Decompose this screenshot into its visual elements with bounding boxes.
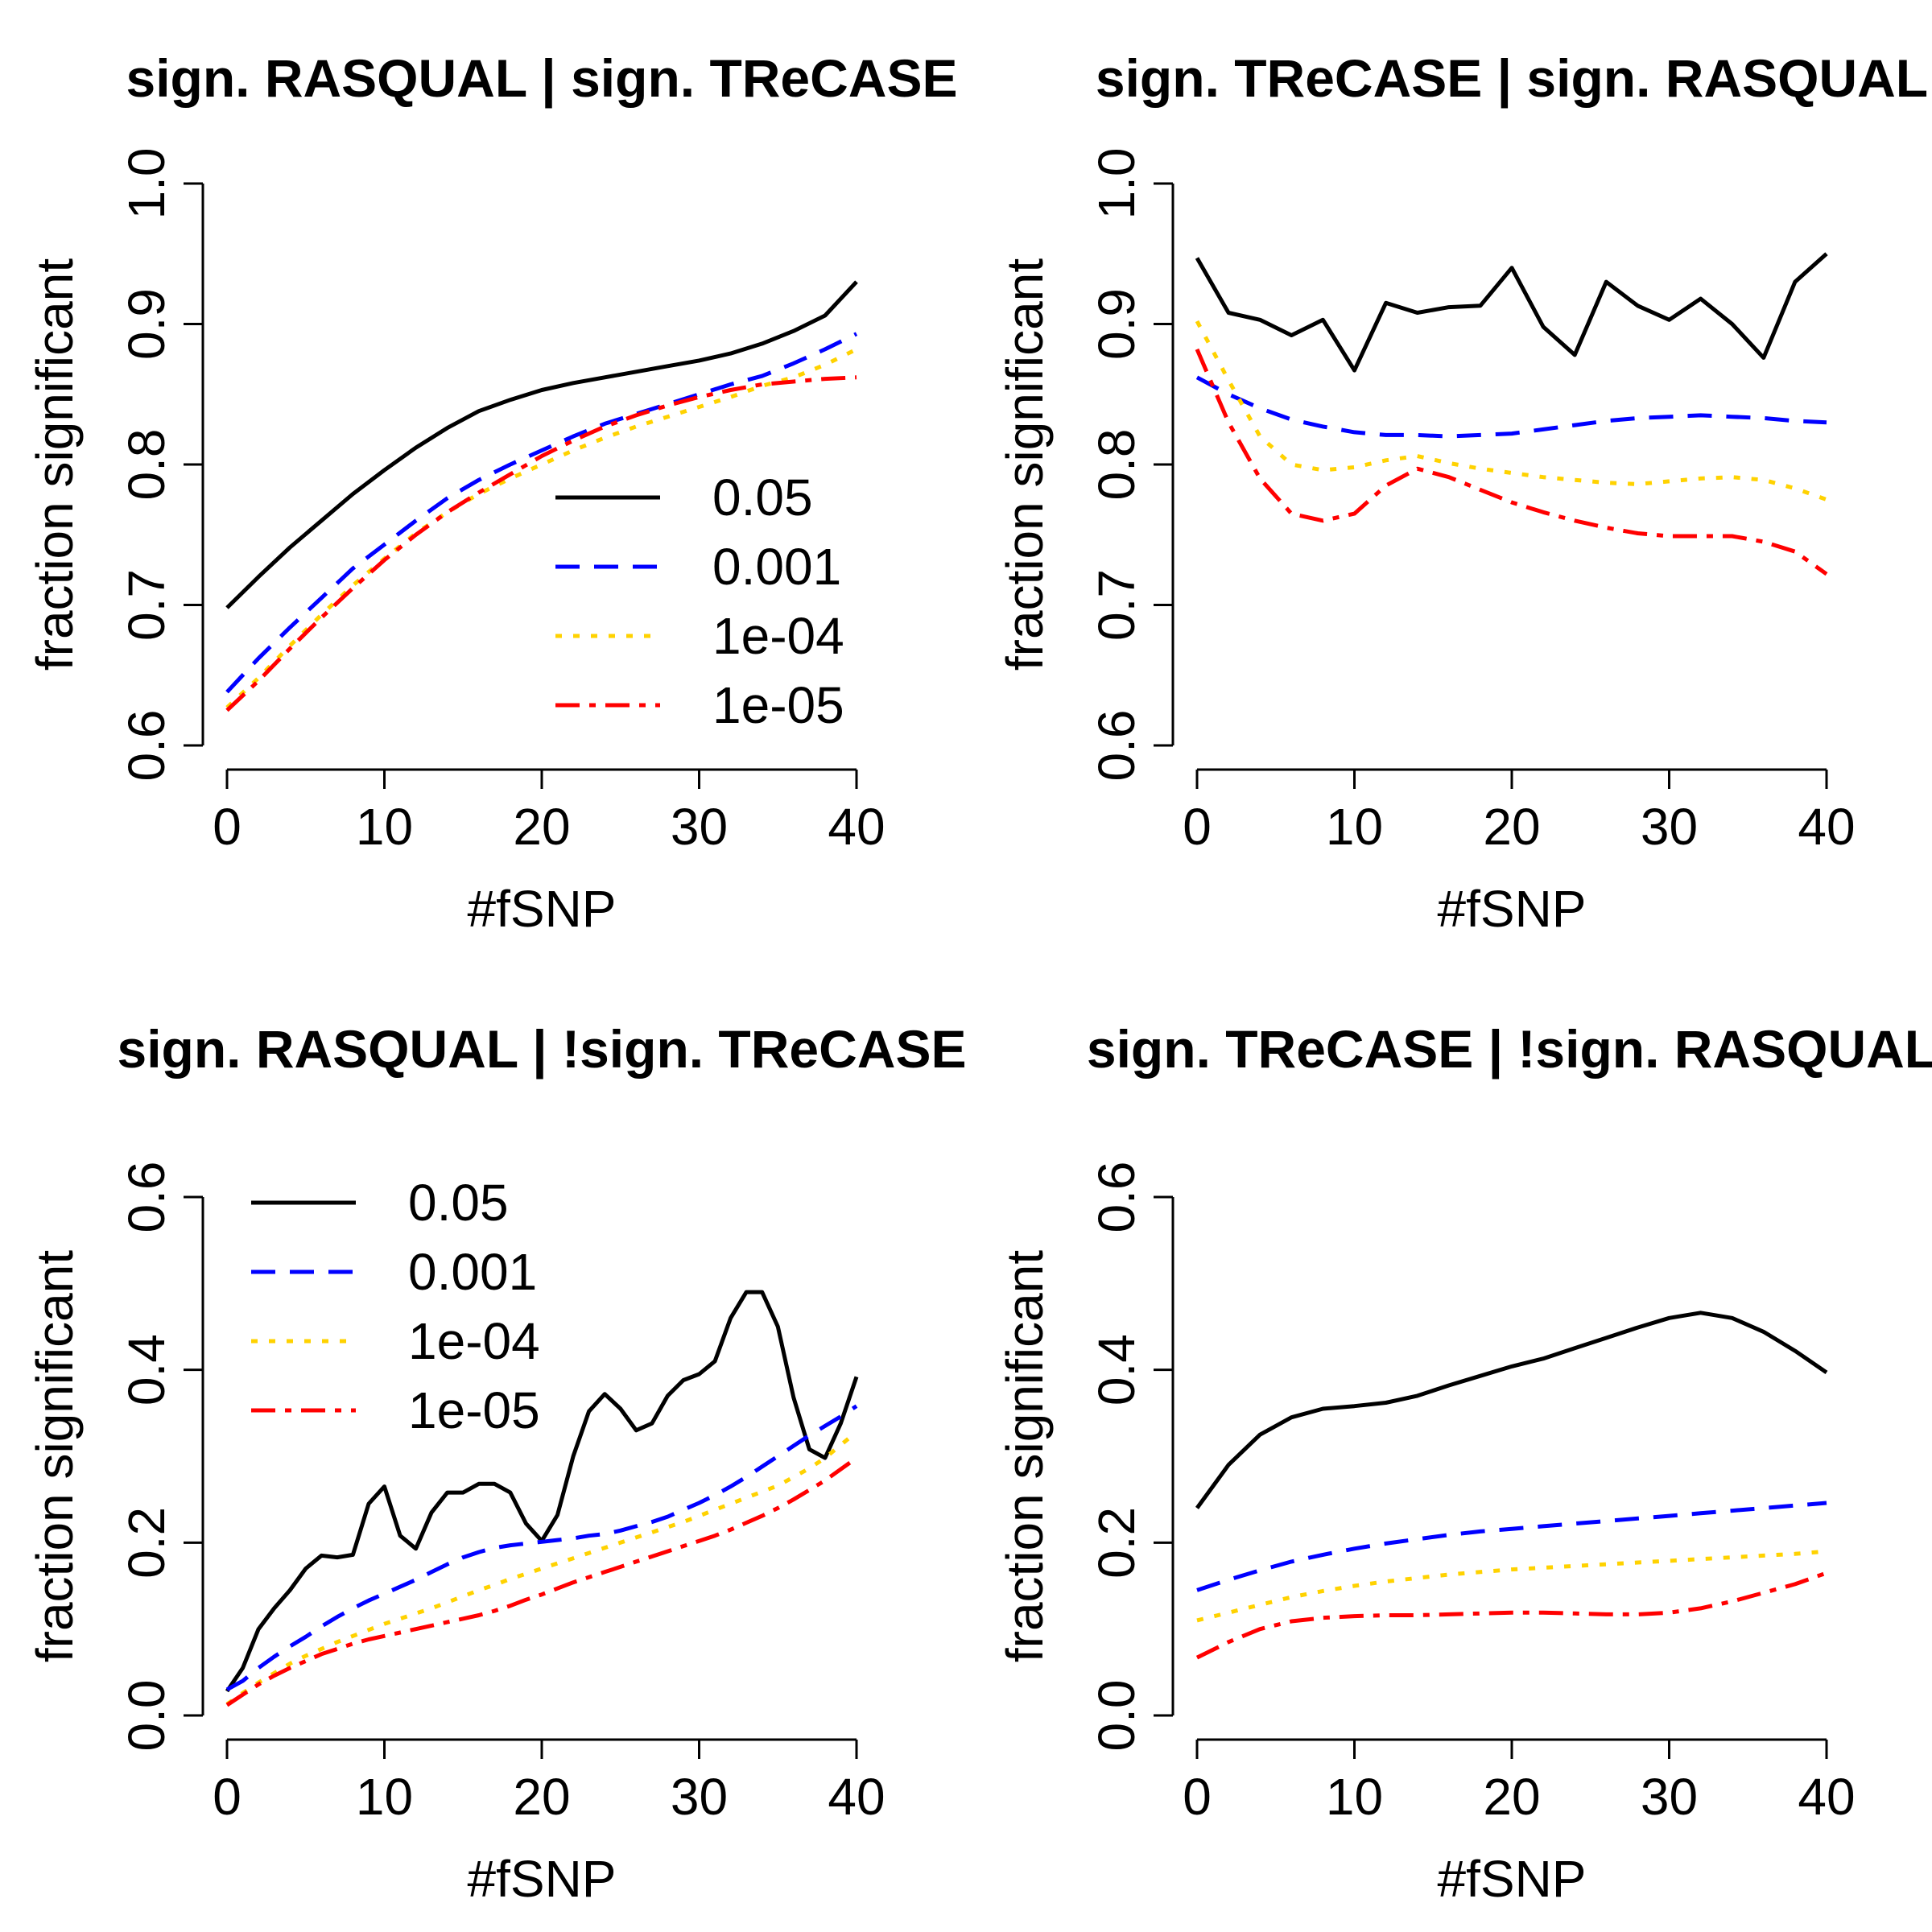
x-tick-label: 20 [1483, 1768, 1540, 1826]
panel-2: sign. TReCASE | sign. RASQUAL 0 10 20 30 40 0.… [996, 48, 1928, 938]
y-axis-label: fraction significant [996, 258, 1054, 671]
x-tick-label: 10 [1326, 1768, 1383, 1826]
y-tick-label: 0.0 [118, 1680, 175, 1752]
y-tick-label: 1.0 [118, 148, 175, 220]
series-line-0-001 [1195, 375, 1827, 439]
series-line-1e-05 [225, 1456, 858, 1707]
series-line-1e-04 [1196, 1549, 1827, 1623]
legend-label: 1e-04 [712, 607, 844, 665]
y-tick-label: 1.0 [1088, 148, 1146, 220]
y-axis-label: fraction significant [996, 1250, 1054, 1662]
y-tick-label: 0.6 [118, 710, 175, 782]
y-tick-label: 0.9 [1088, 288, 1146, 360]
x-tick-label: 20 [513, 798, 570, 856]
x-tick-label: 30 [1641, 798, 1698, 856]
y-tick-label: 0.4 [118, 1334, 175, 1406]
y-tick-label: 0.4 [1088, 1334, 1146, 1406]
series-line-0-05 [225, 280, 858, 609]
y-tick-label: 0.6 [118, 1162, 175, 1233]
y-axis-label: fraction significant [26, 1250, 84, 1662]
x-axis-label: #fSNP [468, 880, 617, 938]
y-axis-label: fraction significant [26, 258, 84, 671]
y-tick-label: 0.7 [1088, 569, 1146, 641]
legend-label: 1e-05 [712, 676, 844, 734]
x-tick-label: 10 [1326, 798, 1383, 856]
x-tick-label: 30 [1641, 1768, 1698, 1826]
x-tick-label: 0 [1183, 798, 1212, 856]
x-tick-label: 0 [213, 1768, 242, 1826]
legend-label: 0.001 [408, 1243, 537, 1301]
series-line-1e-05 [1195, 348, 1828, 576]
panel-3: sign. RASQUAL | !sign. TReCASE 0 10 20 30 40 0… [26, 1019, 967, 1908]
legend: 0.05 0.001 1e-04 1e-05 [555, 469, 844, 734]
legend-label: 0.05 [408, 1174, 509, 1232]
x-tick-label: 0 [213, 798, 242, 856]
series-line-0-001 [225, 1404, 858, 1691]
panel-title: sign. TReCASE | !sign. RASQUAL [1087, 1019, 1932, 1080]
y-tick-label: 0.8 [1088, 429, 1146, 501]
y-tick-label: 0.6 [1088, 1162, 1146, 1233]
y-tick-label: 0.9 [118, 288, 175, 360]
x-tick-label: 20 [1483, 798, 1540, 856]
x-tick-label: 20 [513, 1768, 570, 1826]
panel-4: sign. TReCASE | !sign. RASQUAL 0 10 20 30 40 0… [996, 1019, 1932, 1908]
x-tick-label: 30 [671, 1768, 728, 1826]
x-tick-label: 10 [356, 798, 413, 856]
series-line-1e-05 [225, 375, 857, 712]
x-tick-label: 40 [828, 1768, 885, 1826]
x-tick-label: 30 [671, 798, 728, 856]
legend-label: 1e-04 [408, 1312, 540, 1370]
legend-label: 0.05 [712, 469, 813, 526]
series-line-1e-04 [1195, 320, 1827, 502]
legend-label: 1e-05 [408, 1381, 540, 1439]
series-line-0-05 [225, 1290, 859, 1693]
series-line-0-05 [1195, 252, 1828, 373]
x-tick-label: 40 [1798, 798, 1855, 856]
y-tick-label: 0.6 [1088, 710, 1146, 782]
x-axis-label: #fSNP [1438, 1850, 1587, 1908]
legend-label: 0.001 [712, 538, 841, 596]
y-tick-label: 0.2 [118, 1507, 175, 1579]
y-tick-label: 0.0 [1088, 1680, 1146, 1752]
legend: 0.05 0.001 1e-04 1e-05 [251, 1174, 540, 1439]
x-axis-label: #fSNP [1438, 880, 1587, 938]
panel-1: sign. RASQUAL | sign. TReCASE 0 10 20 30 40 0.… [26, 48, 958, 938]
series-line-0-001 [225, 332, 858, 694]
y-tick-label: 0.2 [1088, 1507, 1146, 1579]
x-tick-label: 40 [828, 798, 885, 856]
y-tick-label: 0.7 [118, 569, 175, 641]
x-tick-label: 40 [1798, 1768, 1855, 1826]
panel-title: sign. RASQUAL | !sign. TReCASE [117, 1019, 966, 1080]
x-tick-label: 0 [1183, 1768, 1212, 1826]
panel-title: sign. TReCASE | sign. RASQUAL [1096, 48, 1928, 109]
x-tick-label: 10 [356, 1768, 413, 1826]
panel-title: sign. RASQUAL | sign. TReCASE [126, 48, 957, 109]
y-tick-label: 0.8 [118, 429, 175, 501]
series-line-1e-04 [225, 347, 858, 709]
series-line-0-05 [1195, 1311, 1828, 1509]
series-line-1e-05 [1195, 1571, 1827, 1660]
x-axis-label: #fSNP [468, 1850, 617, 1908]
series-line-0-001 [1196, 1501, 1827, 1592]
series-line-1e-04 [225, 1430, 858, 1707]
